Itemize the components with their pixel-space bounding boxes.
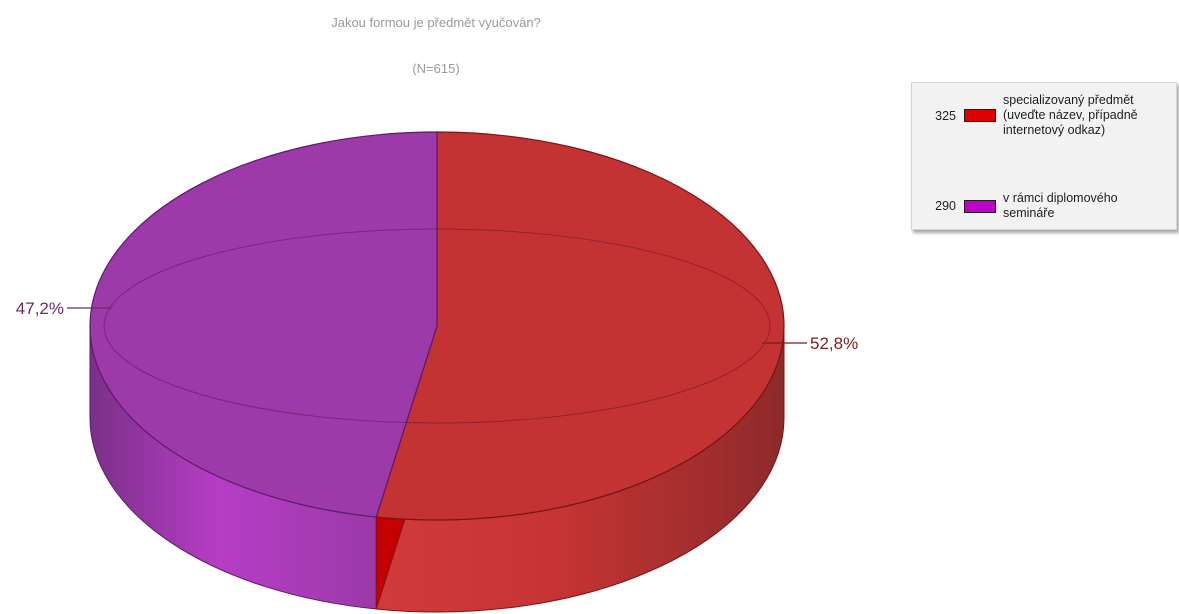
pie-slice-1 [89, 131, 438, 518]
legend-count: 325 [935, 108, 956, 123]
legend-item-specializovany: 325 specializovaný předmět (uveďte název… [912, 93, 1163, 138]
chart-subtitle: (N=615) [412, 61, 459, 76]
legend-swatch-red [964, 109, 996, 122]
legend-label: specializovaný předmět (uveďte název, př… [1003, 93, 1138, 137]
percent-label-0: 52,8% [810, 334, 858, 353]
pie-slices: 52,8% 47,2% [16, 131, 858, 613]
chart-title: Jakou formou je předmět vyučován? [331, 15, 541, 30]
legend-swatch-purple [964, 199, 996, 213]
legend-label: v rámci diplomového semináře [1003, 191, 1118, 220]
legend: 325 specializovaný předmět (uveďte název… [911, 82, 1177, 230]
legend-item-diplomovy-seminar: 290 v rámci diplomového semináře [912, 191, 1163, 221]
percent-label-1: 47,2% [16, 299, 64, 318]
legend-count: 290 [935, 199, 956, 213]
pie-inner-ring [103, 228, 771, 424]
